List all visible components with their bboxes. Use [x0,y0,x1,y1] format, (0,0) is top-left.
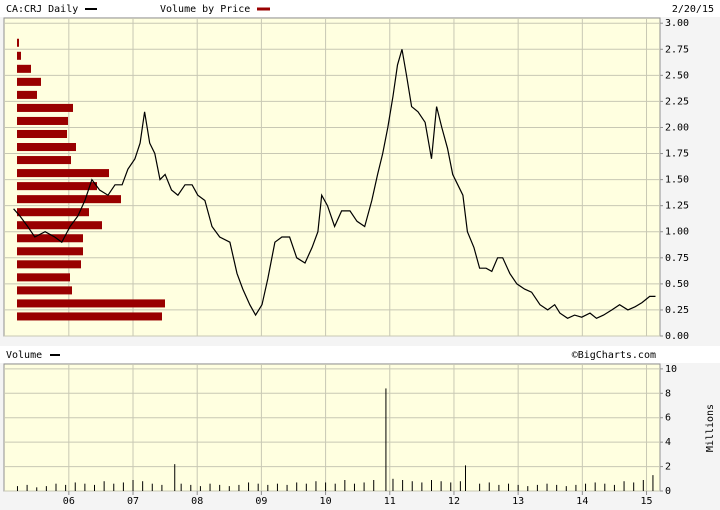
price-panel [3,17,661,337]
volume-by-price-bar [17,156,71,165]
y-tick-label: 2.00 [665,122,689,133]
volume-header-bar [0,346,720,363]
legend-label: Volume [6,350,42,361]
volume-by-price-bar [17,169,109,178]
y-tick-label: 1.25 [665,201,689,212]
volume-by-price-bar [17,103,73,112]
x-tick-label: 07 [127,496,139,507]
volume-by-price-bar [17,90,37,99]
volume-by-price-bar [17,299,165,308]
y-tick-label: 0 [665,486,671,497]
y-tick-label: 4 [665,437,671,448]
volume-by-price-bar [17,51,21,60]
volume-by-price-bar [17,116,68,125]
volume-by-price-bar [17,38,19,47]
volume-panel [3,363,661,492]
x-tick-label: 15 [640,496,652,507]
x-tick-label: 13 [512,496,524,507]
volume-by-price-bar [17,129,67,139]
volume-by-price-bar [17,260,81,269]
volume-by-price-bar [17,312,162,321]
y-tick-label: 0.75 [665,253,689,264]
legend-label: Volume by Price [160,4,250,15]
price-line [13,49,656,319]
volume-by-price-bar [17,143,76,152]
y-tick-label: 2.50 [665,70,689,81]
volume-by-price-bar [17,247,83,256]
header-bar [0,0,720,17]
x-tick-label: 10 [320,496,332,507]
y-tick-label: 0.00 [665,331,689,342]
y-tick-label: 6 [665,413,671,424]
y-tick-label: 3.00 [665,18,689,29]
volume-by-price-bar [17,208,89,217]
x-tick-label: 08 [191,496,203,507]
x-tick-label: 06 [63,496,75,507]
volume-by-price-bar [17,195,121,204]
y-tick-label: 8 [665,388,671,399]
y-tick-label: 2 [665,462,671,473]
volume-by-price-bar [17,286,72,295]
volume-by-price-bar [17,64,31,73]
volume-by-price-bar [17,234,83,243]
y-tick-label: 2.25 [665,96,689,107]
y-tick-label: 0.25 [665,305,689,316]
plot-layer: 0.00 0.25 0.50 0.75 1.00 1.25 1.50 1.75 2.00 2.25… [4,7,689,507]
volume-by-price-bar [17,182,97,191]
legend-label: CA:CRJ Daily [6,4,78,15]
x-tick-label: 14 [576,496,588,507]
date: 2/20/15 [672,4,714,15]
y-tick-label: 1.75 [665,149,689,160]
y-tick-label: 1.50 [665,175,689,186]
volume-by-price-bar [17,77,41,86]
y-tick-label: 1.00 [665,227,689,238]
x-tick-label: 09 [255,496,267,507]
y-tick-label: 0.50 [665,279,689,290]
volume-by-price-bar [17,273,70,282]
y-tick-label: 2.75 [665,44,689,55]
y-tick-label: 10 [665,364,677,375]
x-tick-label: 11 [384,496,396,507]
x-tick-label: 12 [448,496,460,507]
y-axis-label: Millions [705,404,716,452]
source: ©BigCharts.com [572,350,656,361]
volume-by-price-bar [17,221,102,230]
